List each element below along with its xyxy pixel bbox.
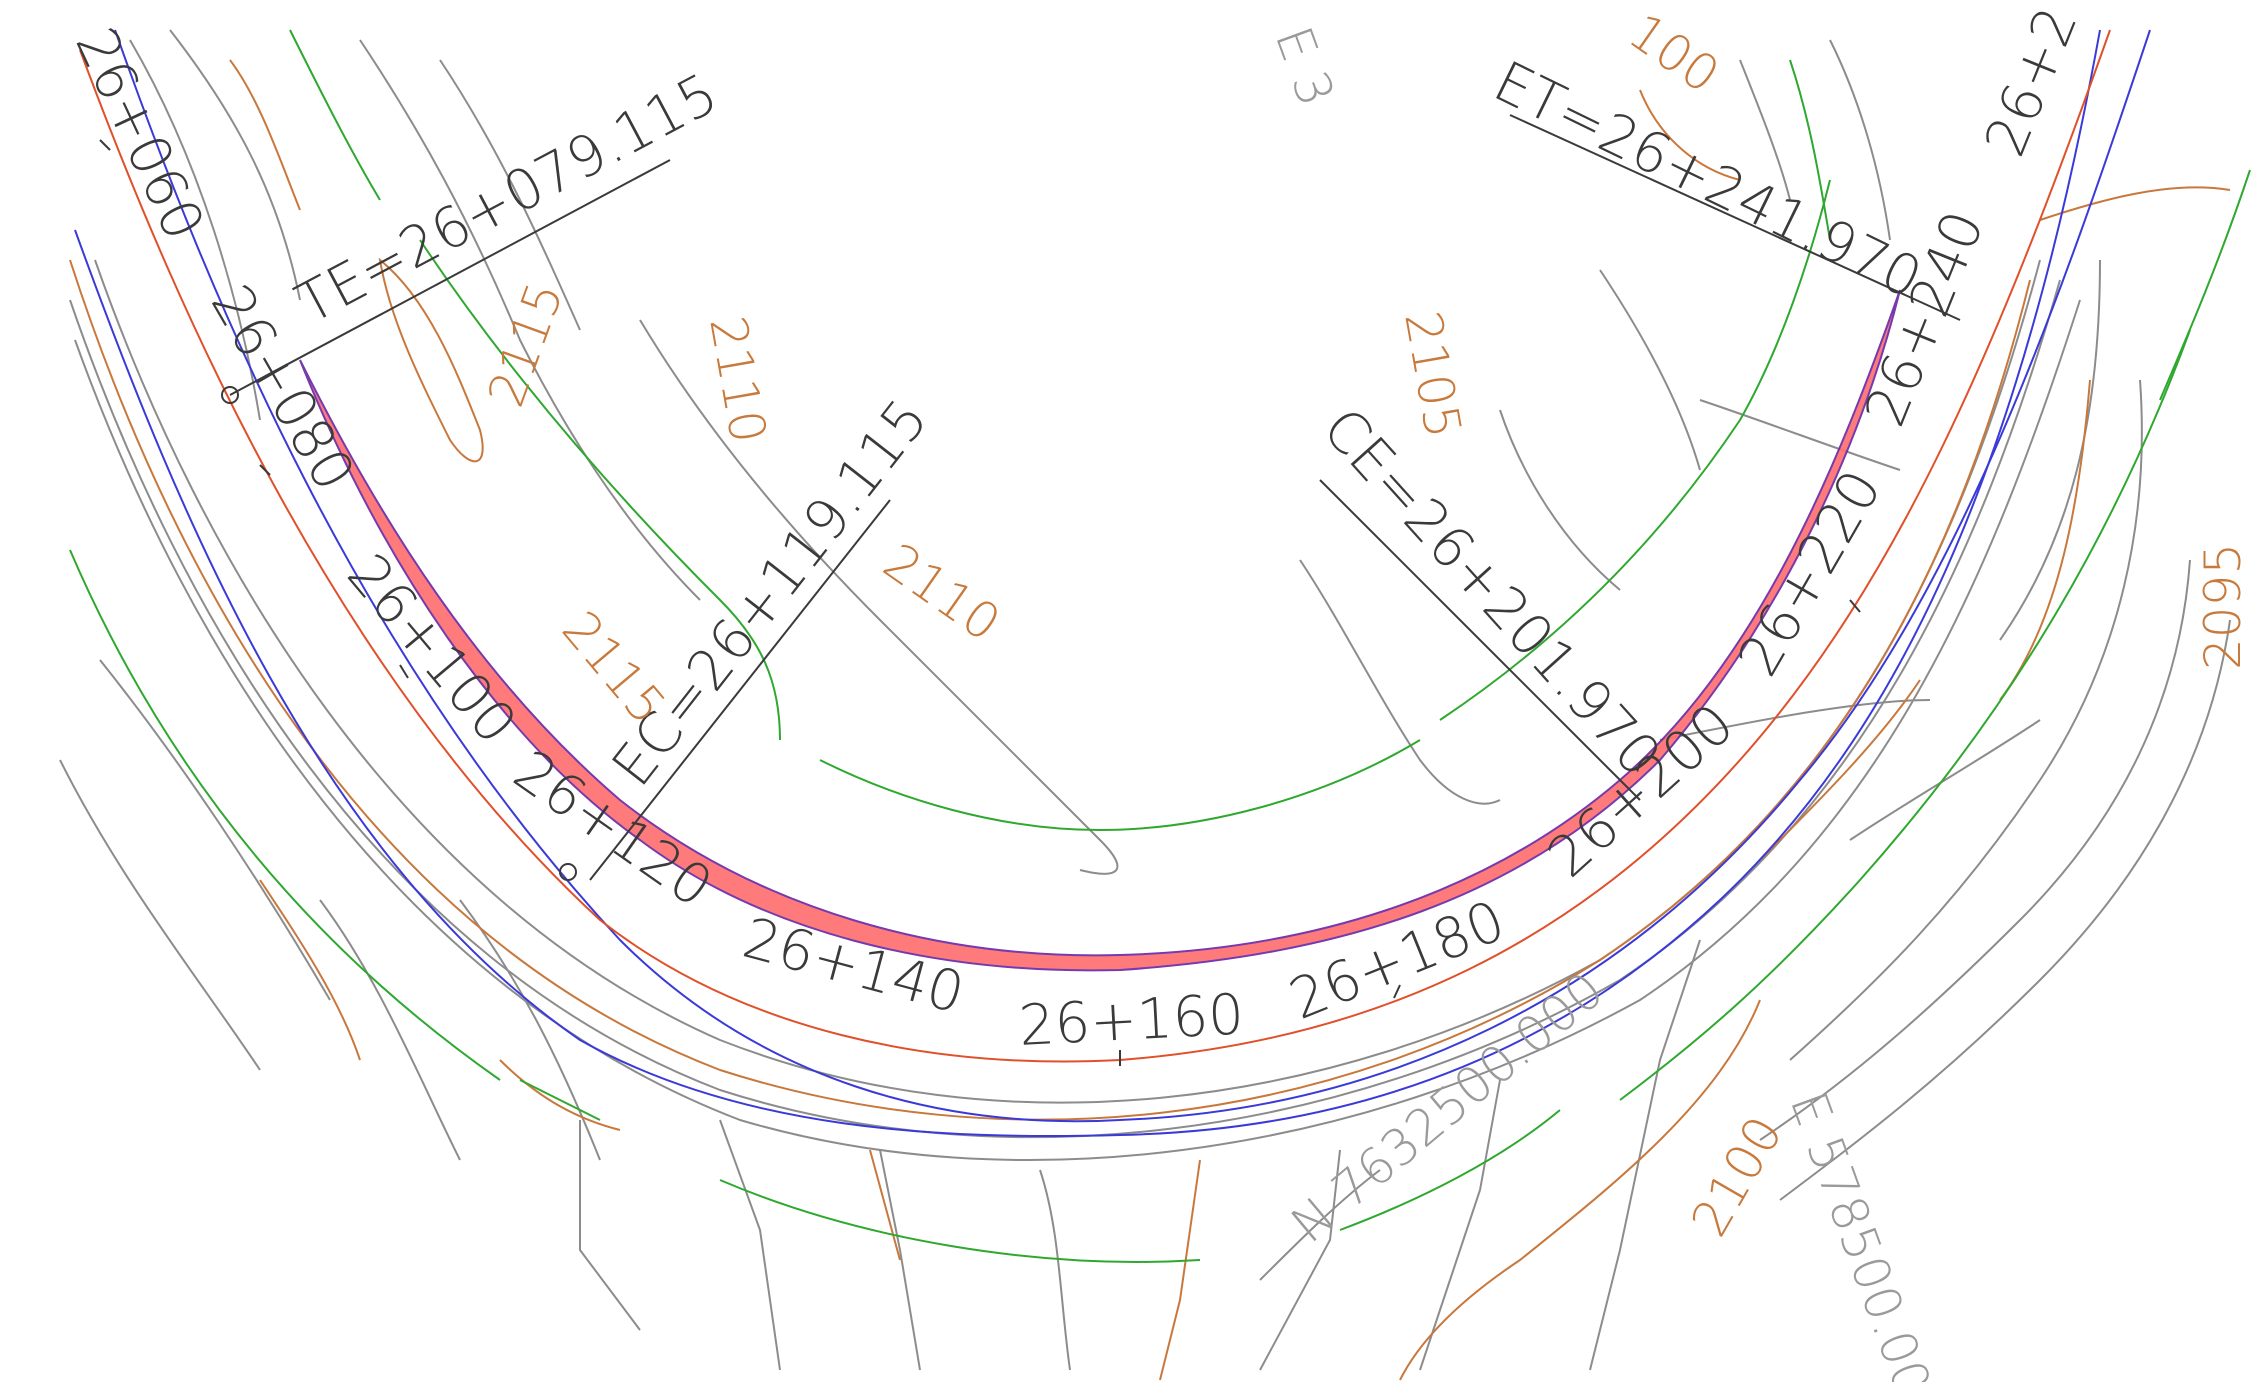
contour-label: 2100	[1680, 1107, 1794, 1246]
green-contours	[69, 29, 2251, 1263]
station-label: 26+2	[1973, 0, 2091, 165]
station-labels: 26+060 26+080 26+100 26+120 26+140 26+16…	[62, 0, 2090, 1059]
station-label: 26+100	[334, 542, 528, 756]
terrain-lines	[59, 29, 2231, 1371]
station-label: 26+220	[1726, 460, 1895, 687]
te-label: TE=26+079.115	[286, 61, 728, 337]
cut-area-fill	[299, 289, 1901, 972]
station-ticks	[99, 139, 1861, 1066]
ce-label: CE=26+201.970	[1310, 396, 1674, 790]
road-edge-lines	[74, 29, 2151, 1138]
station-label: 26+060	[62, 18, 216, 249]
station-label: 26+160	[1017, 982, 1245, 1059]
contour-label: 2115	[477, 275, 575, 414]
key-point-leaders	[221, 114, 1961, 881]
et-label: ET=26+241.970	[1484, 49, 1932, 312]
contour-label: 2110	[698, 312, 777, 447]
contour-label: 2095	[2194, 543, 2252, 670]
contour-label: 100	[1618, 2, 1729, 104]
easting-label: E 578500.000	[1779, 1084, 1953, 1382]
easting-top-label: E 3	[1264, 19, 1346, 113]
orange-contours	[69, 59, 2231, 1381]
ec-label: EC=26+119.115	[600, 387, 941, 798]
contour-label: 2105	[1393, 307, 1472, 442]
